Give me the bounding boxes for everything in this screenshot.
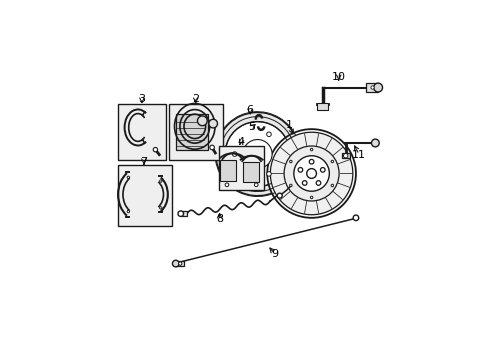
Text: 3: 3 (138, 94, 145, 104)
Bar (317, 103, 327, 110)
Circle shape (159, 207, 162, 209)
Text: 11: 11 (351, 150, 366, 159)
Text: 10: 10 (331, 72, 345, 82)
Circle shape (293, 156, 328, 191)
Circle shape (316, 181, 320, 185)
Circle shape (178, 211, 183, 216)
Bar (220, 160, 236, 181)
Circle shape (197, 116, 207, 126)
Text: 9: 9 (271, 249, 278, 259)
Circle shape (352, 215, 358, 221)
Circle shape (127, 176, 129, 179)
Circle shape (266, 132, 271, 136)
Bar (168, 104, 223, 159)
Circle shape (270, 132, 352, 215)
Bar (117, 104, 166, 159)
Circle shape (208, 119, 217, 128)
Circle shape (267, 129, 355, 218)
Circle shape (373, 83, 382, 92)
Circle shape (209, 145, 214, 150)
Circle shape (178, 262, 182, 265)
Circle shape (254, 183, 258, 186)
Circle shape (224, 183, 228, 186)
Circle shape (289, 184, 291, 187)
Bar (117, 165, 171, 226)
Bar (341, 153, 349, 158)
Circle shape (330, 160, 333, 163)
Text: 1: 1 (285, 120, 292, 130)
Circle shape (243, 140, 271, 168)
Text: 2: 2 (192, 94, 199, 104)
Circle shape (308, 159, 313, 164)
Circle shape (289, 160, 291, 163)
Bar (175, 114, 208, 150)
Bar (242, 162, 259, 182)
Text: 5: 5 (248, 122, 255, 132)
Circle shape (277, 193, 282, 198)
Circle shape (310, 148, 312, 151)
Bar (175, 261, 183, 266)
Circle shape (172, 260, 179, 267)
Circle shape (306, 168, 316, 178)
Text: 4: 4 (237, 136, 244, 147)
Circle shape (298, 167, 302, 172)
Bar (365, 83, 377, 92)
Circle shape (371, 139, 379, 147)
Bar (181, 211, 186, 216)
Wedge shape (216, 113, 296, 195)
Text: 6: 6 (246, 105, 253, 115)
Bar (218, 146, 264, 190)
Circle shape (232, 152, 237, 156)
Text: 8: 8 (216, 214, 223, 224)
Circle shape (320, 167, 325, 172)
Circle shape (266, 172, 271, 176)
Circle shape (127, 210, 129, 213)
Circle shape (370, 86, 373, 89)
Text: 7: 7 (140, 157, 147, 167)
Circle shape (343, 153, 347, 158)
Circle shape (159, 180, 162, 182)
Circle shape (310, 196, 312, 199)
Circle shape (330, 184, 333, 187)
Circle shape (302, 181, 306, 185)
Circle shape (153, 148, 157, 152)
Circle shape (284, 146, 338, 201)
